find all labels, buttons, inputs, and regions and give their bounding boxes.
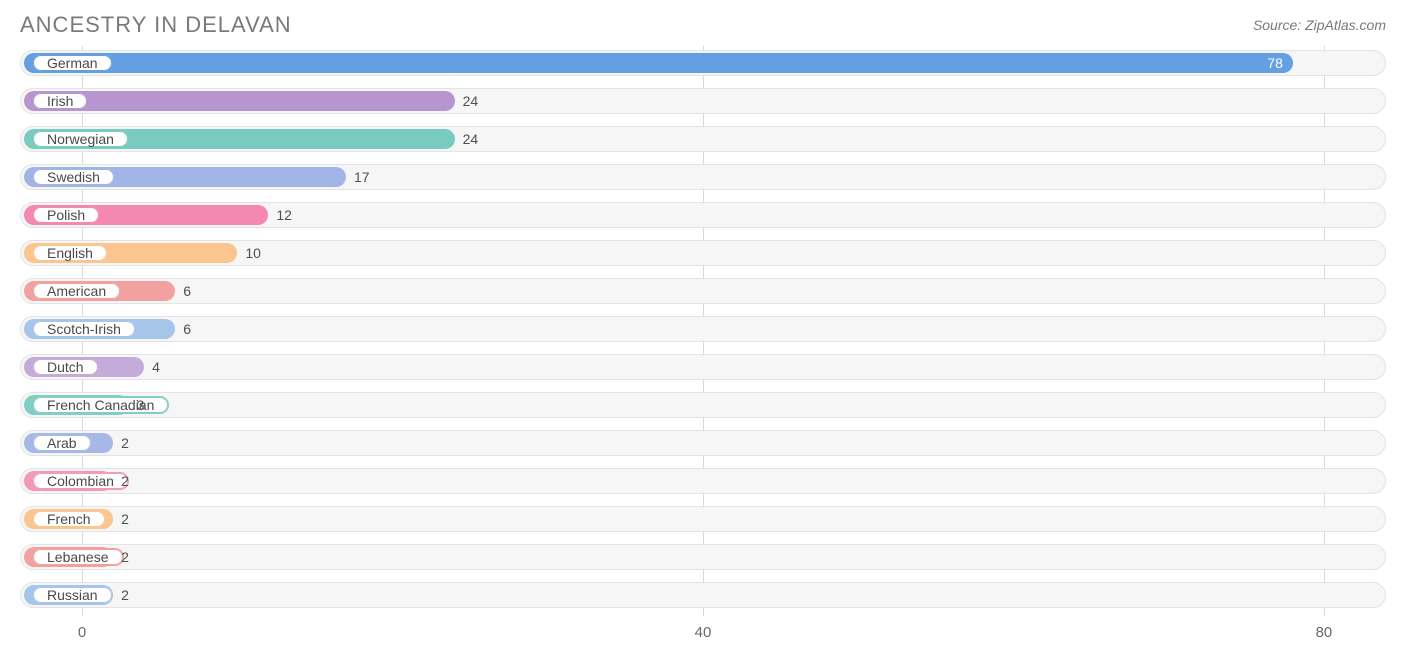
category-label: American [47,283,106,299]
category-pill: French [32,510,106,528]
category-pill: American [32,282,121,300]
category-pill: Dutch [32,358,99,376]
value-label: 78 [24,46,1293,80]
value-label: 24 [455,122,479,156]
value-label: 2 [113,502,129,536]
value-label: 24 [455,84,479,118]
bar-row: German78 [20,46,1386,80]
bar-row: Arab 2 [20,426,1386,460]
value-label: 6 [175,312,191,346]
axis-tick-label: 40 [695,624,712,641]
category-label: Russian [47,587,98,603]
value-text: 17 [354,169,370,185]
bar [24,91,455,111]
bar-track [20,544,1386,570]
value-label: 12 [268,198,292,232]
value-text: 2 [121,511,129,527]
category-label: Dutch [47,359,84,375]
value-text: 2 [121,473,129,489]
bar-row: Russian 2 [20,578,1386,612]
value-label: 17 [346,160,370,194]
category-label: Irish [47,93,73,109]
category-pill: Polish [32,206,100,224]
axis-tick-label: 80 [1316,624,1333,641]
category-label: Arab [47,435,77,451]
category-pill: Irish [32,92,88,110]
category-pill: Russian [32,586,113,604]
chart-title: ANCESTRY IN DELAVAN [20,12,292,38]
value-label: 2 [113,540,129,574]
value-label: 3 [129,388,145,422]
value-text: 3 [137,397,145,413]
category-label: Colombian [47,473,114,489]
bar-track [20,506,1386,532]
value-label: 10 [237,236,261,270]
axis-tick-label: 0 [78,624,86,641]
bar-track [20,430,1386,456]
value-label: 2 [113,578,129,612]
bar-track [20,354,1386,380]
category-pill: Lebanese [32,548,124,566]
category-label: French [47,511,91,527]
bars-container: German78Irish24Norwegian24Swedish17Polis… [20,46,1386,616]
category-label: English [47,245,93,261]
value-text: 6 [183,321,191,337]
value-label: 2 [113,426,129,460]
bar-row: Swedish 17 [20,160,1386,194]
chart-header: ANCESTRY IN DELAVAN Source: ZipAtlas.com [0,0,1406,46]
value-text: 24 [463,131,479,147]
bar-row: Polish 12 [20,198,1386,232]
value-text: 2 [121,587,129,603]
category-pill: English [32,244,108,262]
bar-track [20,392,1386,418]
value-label: 6 [175,274,191,308]
bar-row: Dutch 4 [20,350,1386,384]
value-text: 2 [121,435,129,451]
bar-row: French 2 [20,502,1386,536]
value-text: 4 [152,359,160,375]
value-text: 10 [245,245,261,261]
value-text: 78 [1267,55,1283,71]
bar-row: Norwegian 24 [20,122,1386,156]
value-text: 6 [183,283,191,299]
value-text: 12 [276,207,292,223]
category-label: Swedish [47,169,100,185]
bar-row: Lebanese 2 [20,540,1386,574]
category-label: Polish [47,207,85,223]
category-pill: Swedish [32,168,115,186]
category-label: Scotch-Irish [47,321,121,337]
category-pill: Scotch-Irish [32,320,136,338]
bar-track [20,468,1386,494]
bar-row: Irish 24 [20,84,1386,118]
bar-track [20,582,1386,608]
category-pill: Norwegian [32,130,129,148]
bar-row: Scotch-Irish 6 [20,312,1386,346]
bar-row: English 10 [20,236,1386,270]
chart-area: German78Irish24Norwegian24Swedish17Polis… [0,46,1406,648]
category-pill: Arab [32,434,92,452]
bar-track [20,316,1386,342]
chart-source: Source: ZipAtlas.com [1253,17,1386,33]
category-label: Norwegian [47,131,114,147]
value-text: 24 [463,93,479,109]
value-label: 4 [144,350,160,384]
value-label: 2 [113,464,129,498]
bar-row: Colombian 2 [20,464,1386,498]
bar-row: French Canadian3 [20,388,1386,422]
value-text: 2 [121,549,129,565]
category-pill: French Canadian [32,396,169,414]
bar-track [20,278,1386,304]
category-label: Lebanese [47,549,109,565]
bar-row: American 6 [20,274,1386,308]
